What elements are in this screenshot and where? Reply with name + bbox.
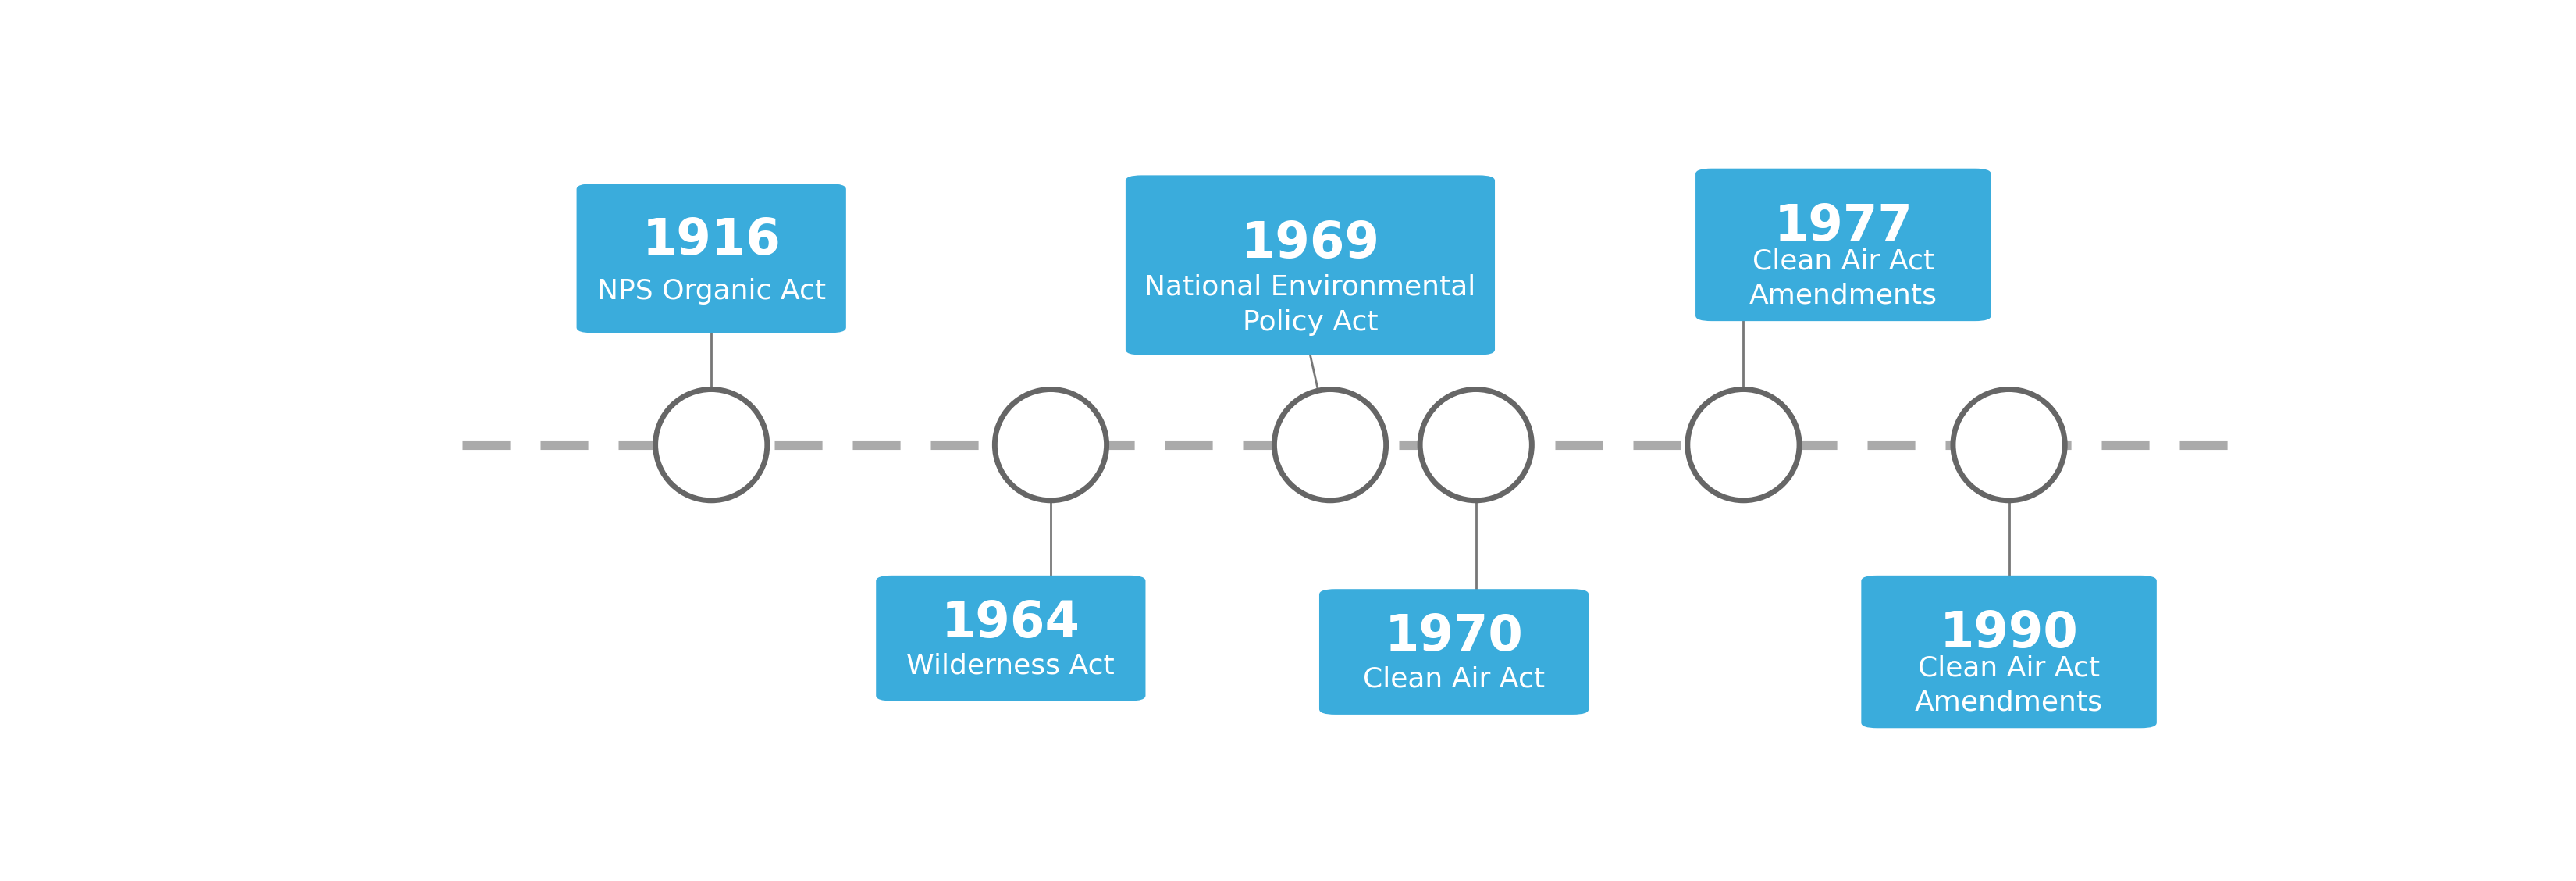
Text: 1977: 1977: [1775, 203, 1914, 251]
Text: 1990: 1990: [1940, 610, 2079, 658]
Text: 1970: 1970: [1383, 612, 1522, 661]
FancyBboxPatch shape: [1695, 168, 1991, 321]
Text: Clean Air Act
Amendments: Clean Air Act Amendments: [1914, 655, 2102, 716]
Text: 1916: 1916: [641, 216, 781, 264]
Ellipse shape: [1275, 389, 1386, 500]
FancyBboxPatch shape: [1126, 175, 1494, 355]
Text: 1969: 1969: [1242, 219, 1381, 268]
FancyBboxPatch shape: [876, 575, 1146, 701]
Text: Wilderness Act: Wilderness Act: [907, 653, 1115, 679]
Text: 1964: 1964: [940, 599, 1079, 648]
Ellipse shape: [1687, 389, 1798, 500]
Ellipse shape: [1419, 389, 1533, 500]
Ellipse shape: [654, 389, 768, 500]
FancyBboxPatch shape: [1862, 575, 2156, 728]
Text: National Environmental
Policy Act: National Environmental Policy Act: [1144, 274, 1476, 336]
Text: Clean Air Act
Amendments: Clean Air Act Amendments: [1749, 248, 1937, 309]
Text: Clean Air Act: Clean Air Act: [1363, 666, 1546, 692]
FancyBboxPatch shape: [1319, 589, 1589, 714]
Ellipse shape: [1953, 389, 2066, 500]
Text: NPS Organic Act: NPS Organic Act: [598, 278, 827, 305]
FancyBboxPatch shape: [577, 184, 845, 333]
Ellipse shape: [994, 389, 1108, 500]
